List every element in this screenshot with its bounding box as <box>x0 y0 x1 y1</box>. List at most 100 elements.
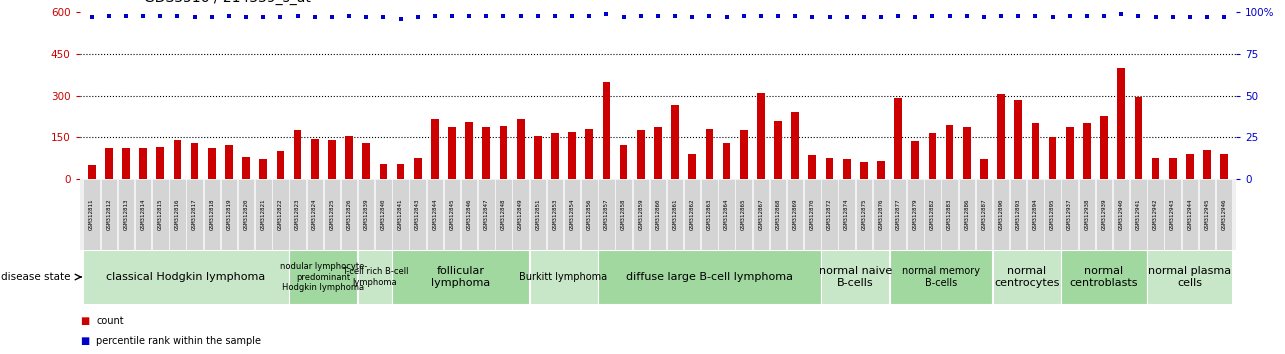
Text: GSM312895: GSM312895 <box>1050 199 1055 230</box>
Bar <box>1186 154 1194 179</box>
Text: GSM312857: GSM312857 <box>604 199 609 230</box>
Bar <box>307 179 323 250</box>
Bar <box>980 159 988 179</box>
Text: GSM312872: GSM312872 <box>828 199 831 230</box>
Text: GSM312812: GSM312812 <box>107 199 112 230</box>
Bar <box>654 127 662 179</box>
Bar <box>243 156 251 179</box>
Bar <box>1061 250 1146 304</box>
Bar <box>414 158 421 179</box>
Bar <box>328 140 335 179</box>
Bar <box>826 158 834 179</box>
Bar <box>443 179 460 250</box>
Bar <box>1148 179 1164 250</box>
Bar <box>173 140 181 179</box>
Text: GSM312822: GSM312822 <box>278 199 283 230</box>
Bar <box>478 179 495 250</box>
Bar <box>105 148 113 179</box>
Bar <box>427 179 443 250</box>
Bar <box>254 179 271 250</box>
Text: GSM312823: GSM312823 <box>296 199 301 230</box>
Bar <box>1148 250 1232 304</box>
Bar <box>461 179 478 250</box>
Text: GSM312814: GSM312814 <box>140 199 145 230</box>
Bar <box>873 179 889 250</box>
Bar <box>1199 179 1216 250</box>
Bar <box>517 119 524 179</box>
Text: GSM312940: GSM312940 <box>1119 199 1123 230</box>
Point <box>1145 15 1165 20</box>
Bar <box>975 179 992 250</box>
Bar <box>856 179 873 250</box>
Text: normal plasma
cells: normal plasma cells <box>1149 266 1231 288</box>
Bar <box>135 179 152 250</box>
Text: GSM312870: GSM312870 <box>810 199 815 230</box>
Bar <box>993 250 1061 304</box>
Point <box>580 13 600 18</box>
Text: GSM312886: GSM312886 <box>964 199 969 230</box>
Bar <box>346 136 353 179</box>
Text: normal
centrocytes: normal centrocytes <box>995 266 1060 288</box>
Point <box>167 13 188 18</box>
Bar <box>924 179 941 250</box>
Point <box>391 16 411 22</box>
Bar <box>603 82 610 179</box>
Bar <box>359 250 392 304</box>
Bar <box>1078 179 1095 250</box>
Bar <box>260 159 267 179</box>
Bar <box>718 179 735 250</box>
Bar <box>860 162 867 179</box>
Bar <box>753 179 770 250</box>
Bar <box>1135 97 1142 179</box>
Text: Burkitt lymphoma: Burkitt lymphoma <box>519 272 608 282</box>
Bar <box>118 179 134 250</box>
Point <box>1128 13 1149 18</box>
Point <box>905 15 925 20</box>
Text: GSM312941: GSM312941 <box>1136 199 1141 230</box>
Bar <box>152 179 168 250</box>
Text: GSM312817: GSM312817 <box>193 199 197 230</box>
Bar <box>157 147 164 179</box>
Point <box>716 15 736 20</box>
Bar <box>465 122 473 179</box>
Bar <box>170 179 186 250</box>
Point <box>236 15 257 20</box>
Bar <box>208 148 216 179</box>
Text: GSM312894: GSM312894 <box>1033 199 1038 230</box>
Bar <box>568 132 576 179</box>
Point <box>820 15 840 20</box>
Text: GSM312820: GSM312820 <box>244 199 248 230</box>
Bar <box>546 179 563 250</box>
Point <box>150 13 171 18</box>
Text: GSM312864: GSM312864 <box>723 199 729 230</box>
Bar <box>838 179 855 250</box>
Text: GSM312819: GSM312819 <box>226 199 231 230</box>
Bar <box>84 179 100 250</box>
Point <box>631 13 651 18</box>
Bar <box>891 179 906 250</box>
Bar <box>289 250 357 304</box>
Text: T-cell rich B-cell
lymphoma: T-cell rich B-cell lymphoma <box>342 267 409 287</box>
Bar <box>1113 179 1130 250</box>
Bar <box>1118 68 1126 179</box>
Text: GSM312883: GSM312883 <box>947 199 952 230</box>
Bar <box>907 179 924 250</box>
Bar <box>482 127 490 179</box>
Point <box>253 15 274 20</box>
Bar <box>551 133 559 179</box>
Bar <box>87 165 95 179</box>
Point <box>734 13 754 18</box>
Text: GSM312863: GSM312863 <box>707 199 712 230</box>
Point <box>923 13 943 18</box>
Bar <box>529 179 546 250</box>
Bar <box>1065 127 1073 179</box>
Bar <box>808 155 816 179</box>
Text: GSM312865: GSM312865 <box>741 199 747 230</box>
Text: GSM312879: GSM312879 <box>912 199 917 230</box>
Bar <box>637 130 645 179</box>
Text: normal
centroblasts: normal centroblasts <box>1070 266 1139 288</box>
Text: GSM312887: GSM312887 <box>982 199 987 230</box>
Bar <box>821 179 838 250</box>
Bar <box>894 98 902 179</box>
Bar <box>276 151 284 179</box>
